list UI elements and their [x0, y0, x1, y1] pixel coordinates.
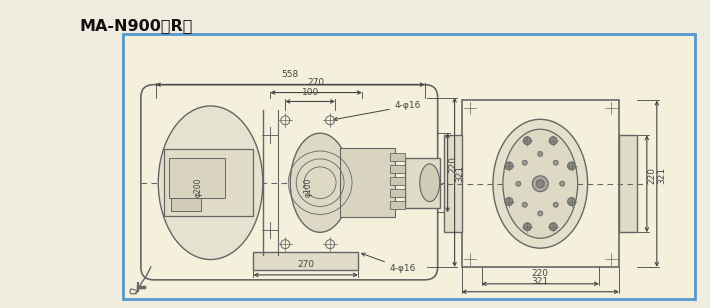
Circle shape	[505, 198, 513, 205]
Text: 4-φ16: 4-φ16	[334, 101, 421, 121]
Circle shape	[559, 181, 564, 186]
Text: φ200: φ200	[194, 178, 203, 197]
Circle shape	[537, 211, 542, 216]
Bar	[405, 158, 439, 208]
Text: 270: 270	[307, 78, 324, 87]
Text: 321: 321	[657, 167, 666, 184]
Bar	[170, 198, 201, 212]
Bar	[123, 34, 694, 299]
Ellipse shape	[536, 180, 545, 188]
Bar	[444, 135, 462, 232]
Text: 220: 220	[448, 156, 457, 173]
Bar	[253, 252, 358, 270]
Circle shape	[567, 198, 576, 205]
Text: 220: 220	[532, 269, 549, 278]
Text: 270: 270	[297, 260, 315, 269]
Circle shape	[567, 162, 576, 170]
Ellipse shape	[158, 106, 263, 260]
Ellipse shape	[420, 164, 439, 201]
Bar	[390, 177, 405, 185]
Circle shape	[505, 162, 513, 170]
Text: 4-φ16: 4-φ16	[361, 253, 416, 273]
Ellipse shape	[290, 133, 350, 232]
Bar	[619, 135, 637, 232]
Circle shape	[537, 152, 542, 156]
Bar	[390, 153, 405, 161]
Bar	[169, 158, 224, 198]
Bar	[164, 149, 253, 217]
Circle shape	[523, 137, 531, 145]
Bar	[340, 148, 395, 217]
Circle shape	[553, 160, 558, 165]
Ellipse shape	[532, 176, 548, 192]
Text: 558: 558	[282, 70, 299, 79]
Text: 100: 100	[302, 87, 319, 96]
FancyBboxPatch shape	[141, 85, 437, 280]
Text: 321: 321	[532, 277, 549, 286]
Circle shape	[523, 202, 528, 207]
Ellipse shape	[493, 119, 588, 248]
Circle shape	[550, 223, 557, 231]
Circle shape	[516, 181, 521, 186]
Bar	[462, 100, 619, 267]
Text: φ100: φ100	[304, 178, 312, 197]
Text: MA-N900（R）: MA-N900（R）	[79, 18, 192, 33]
Bar	[390, 189, 405, 197]
Circle shape	[550, 137, 557, 145]
Text: 220: 220	[648, 167, 656, 184]
Bar	[390, 165, 405, 173]
Ellipse shape	[503, 129, 578, 238]
Circle shape	[523, 160, 528, 165]
Circle shape	[553, 202, 558, 207]
Circle shape	[523, 223, 531, 231]
Bar	[390, 201, 405, 209]
Text: 321: 321	[455, 165, 464, 182]
